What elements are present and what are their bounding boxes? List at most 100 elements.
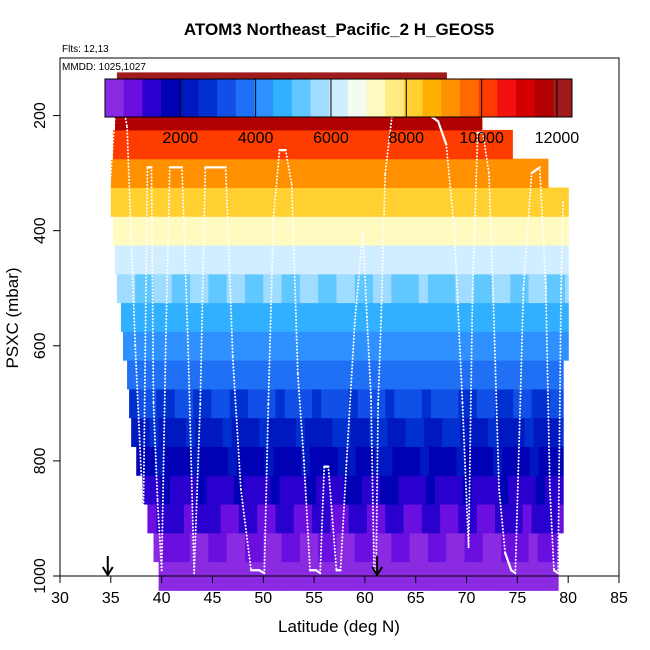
flight-track-segment [290, 183, 299, 376]
height-cell [169, 245, 180, 275]
height-cell [261, 245, 271, 275]
height-cell [181, 446, 192, 476]
height-cell [428, 446, 439, 476]
height-cell [131, 129, 141, 160]
height-cell [456, 446, 467, 476]
height-cell [194, 302, 204, 332]
height-cell [505, 302, 515, 332]
x-tick-label: 65 [407, 590, 425, 607]
height-cell [540, 187, 551, 217]
height-cell [528, 273, 539, 304]
height-cell [524, 417, 535, 447]
height-cell [268, 129, 279, 160]
height-cell [376, 504, 386, 534]
height-cell [403, 504, 414, 534]
height-cell [389, 245, 400, 275]
height-cell [186, 216, 196, 246]
height-cell [302, 158, 313, 188]
height-cell [187, 331, 197, 361]
flight-start-arrow: Flight 13 start [371, 556, 383, 577]
height-cell [157, 302, 168, 332]
flight-track-segment [471, 131, 479, 290]
height-cell [286, 216, 297, 246]
height-cell [236, 360, 247, 390]
height-cell [394, 504, 405, 534]
height-cell [323, 417, 333, 447]
height-cell [275, 158, 286, 188]
height-cell [221, 302, 232, 332]
flight-track-segment [560, 200, 565, 290]
height-cell [213, 216, 224, 246]
height-cell [304, 216, 315, 246]
height-cell [469, 129, 480, 160]
height-cell [332, 129, 343, 160]
height-cell [520, 360, 531, 390]
height-cell [354, 273, 365, 304]
colorbar-swatch [534, 79, 554, 117]
height-cell [529, 360, 540, 390]
height-cell [272, 273, 283, 304]
height-cell [324, 331, 334, 361]
height-cell [281, 532, 292, 563]
height-cell [438, 446, 448, 476]
height-cell [553, 245, 564, 275]
flight-track-segment [224, 166, 234, 359]
height-cell [549, 388, 560, 419]
height-cell [535, 475, 546, 505]
flight-start-arrow: Flight 12 start [101, 556, 114, 577]
height-cell [341, 216, 352, 246]
height-cell [181, 360, 192, 390]
height-cell [440, 187, 450, 217]
height-cell [495, 187, 505, 217]
height-cell [204, 216, 215, 246]
height-cell [409, 273, 420, 304]
height-cell [348, 158, 359, 188]
height-cell [145, 360, 156, 390]
height-cell [114, 245, 125, 275]
height-cell [389, 475, 400, 505]
height-cell [284, 388, 295, 419]
height-cell [405, 216, 416, 246]
height-cell [549, 504, 560, 534]
height-cell [147, 388, 158, 419]
height-cell [302, 187, 313, 217]
height-cell [414, 216, 425, 246]
height-cell [374, 446, 384, 476]
height-cell [440, 158, 450, 188]
height-cell [304, 417, 315, 447]
height-cell [212, 302, 223, 332]
flight-track-segment [557, 287, 563, 575]
height-cell [193, 158, 203, 188]
height-cell [451, 216, 462, 246]
height-cell [359, 417, 370, 447]
height-cell [504, 504, 514, 534]
height-cell [412, 388, 423, 419]
height-cell [394, 158, 405, 188]
height-cell [373, 273, 383, 304]
height-cell [563, 245, 569, 275]
height-cell [259, 129, 269, 160]
height-cell [407, 475, 418, 505]
height-cell [263, 273, 274, 304]
height-cell [257, 158, 267, 188]
height-cell [321, 158, 331, 188]
height-cell [305, 331, 316, 361]
height-cell [544, 245, 555, 275]
height-cell [248, 187, 258, 217]
height-cell [275, 504, 286, 534]
height-cell [449, 504, 460, 534]
height-cell [200, 360, 211, 390]
flight-track-segment [461, 402, 470, 549]
height-cell [418, 273, 429, 304]
height-cell [391, 273, 402, 304]
height-cell [361, 245, 372, 275]
height-cell [380, 245, 390, 275]
height-cell [491, 273, 502, 304]
height-cell [385, 187, 395, 217]
height-cell [144, 273, 155, 304]
height-cell [231, 417, 242, 447]
height-cell [476, 187, 487, 217]
height-cell [339, 158, 350, 188]
height-cell [249, 302, 259, 332]
